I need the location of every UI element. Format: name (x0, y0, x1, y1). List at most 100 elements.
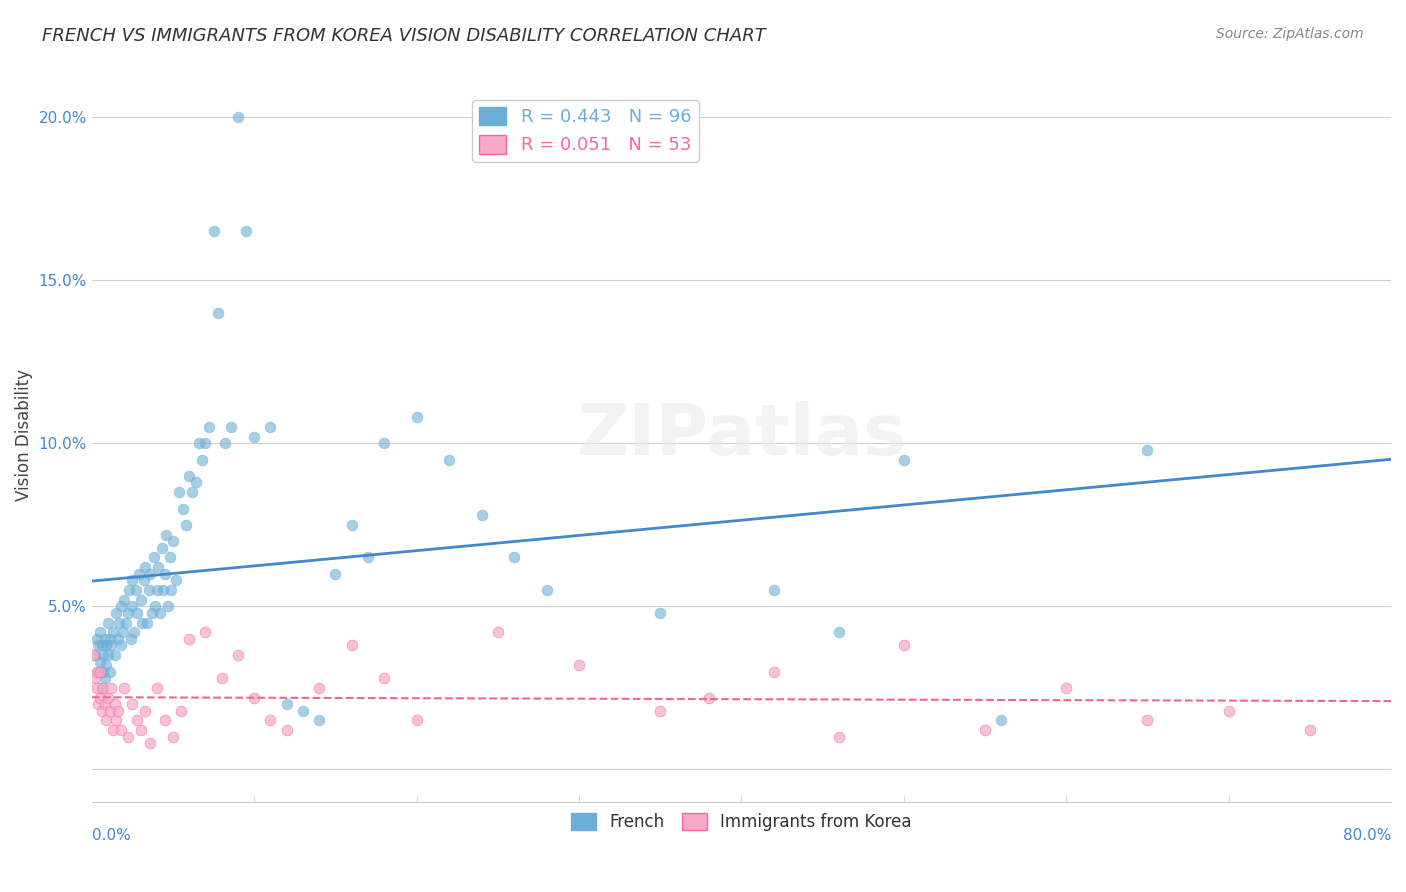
Point (101, 723, 124, 738)
Point (373, 436, 395, 450)
Point (188, 436, 211, 450)
Point (157, 599, 180, 614)
Point (98, 704, 121, 718)
Y-axis label: Vision Disability: Vision Disability (15, 369, 32, 501)
Point (536, 582, 558, 597)
Point (162, 730, 184, 744)
Point (96, 714, 118, 728)
Point (124, 582, 146, 597)
Point (149, 606, 172, 620)
Point (1054, 681, 1077, 695)
Point (110, 723, 132, 738)
Point (152, 582, 174, 597)
Text: ZIPatlas: ZIPatlas (576, 401, 907, 470)
Point (470, 508, 492, 522)
Point (828, 730, 851, 744)
Point (568, 658, 591, 673)
Point (259, 420, 281, 434)
Point (87, 665, 110, 679)
Point (134, 560, 156, 574)
Point (118, 582, 141, 597)
Point (132, 574, 155, 588)
Point (90, 681, 112, 695)
Point (112, 681, 135, 695)
Point (111, 625, 134, 640)
Point (121, 599, 143, 614)
Point (308, 714, 330, 728)
Point (89, 655, 111, 669)
Point (103, 697, 125, 711)
Point (115, 615, 138, 630)
Point (117, 606, 139, 620)
Point (129, 592, 152, 607)
Point (259, 714, 281, 728)
Point (276, 723, 298, 738)
Point (97, 690, 120, 705)
Point (181, 485, 204, 500)
Point (1218, 704, 1240, 718)
Point (226, 111, 249, 125)
Point (340, 639, 363, 653)
Point (207, 306, 229, 320)
Point (134, 704, 156, 718)
Text: Source: ZipAtlas.com: Source: ZipAtlas.com (1216, 27, 1364, 41)
Point (98, 632, 121, 646)
Point (145, 582, 167, 597)
Point (990, 714, 1012, 728)
Point (291, 704, 314, 718)
Point (84, 671, 107, 685)
Point (235, 225, 257, 239)
Point (357, 550, 380, 565)
Text: 0.0%: 0.0% (91, 828, 131, 843)
Point (107, 632, 129, 646)
Point (94, 697, 117, 711)
Point (120, 632, 142, 646)
Point (974, 723, 997, 738)
Point (197, 420, 219, 434)
Point (122, 625, 145, 640)
Point (170, 704, 193, 718)
Point (121, 697, 143, 711)
Point (97, 615, 120, 630)
Point (136, 615, 159, 630)
Point (243, 430, 266, 444)
Point (194, 625, 217, 640)
Point (86, 632, 108, 646)
Point (191, 452, 214, 467)
Point (437, 452, 460, 467)
Point (893, 452, 915, 467)
Point (90, 639, 112, 653)
Point (762, 665, 785, 679)
Point (211, 671, 233, 685)
Point (89, 665, 111, 679)
Point (160, 582, 183, 597)
Point (486, 625, 509, 640)
Point (340, 517, 363, 532)
Point (159, 550, 181, 565)
Point (89, 690, 111, 705)
Point (143, 599, 166, 614)
Point (103, 648, 125, 663)
Point (172, 501, 194, 516)
Point (86, 665, 108, 679)
Point (87, 697, 110, 711)
Point (214, 436, 236, 450)
Point (1136, 714, 1159, 728)
Point (405, 410, 427, 425)
Point (153, 714, 176, 728)
Point (697, 690, 720, 705)
Point (129, 723, 152, 738)
Point (325, 566, 347, 581)
Point (243, 690, 266, 705)
Point (84, 648, 107, 663)
Text: FRENCH VS IMMIGRANTS FROM KOREA VISION DISABILITY CORRELATION CHART: FRENCH VS IMMIGRANTS FROM KOREA VISION D… (42, 27, 766, 45)
Point (90, 704, 112, 718)
Point (97, 648, 120, 663)
Point (762, 582, 785, 597)
Point (100, 639, 122, 653)
Point (174, 517, 197, 532)
Point (405, 714, 427, 728)
Point (1299, 723, 1322, 738)
Point (150, 541, 173, 555)
Point (112, 592, 135, 607)
